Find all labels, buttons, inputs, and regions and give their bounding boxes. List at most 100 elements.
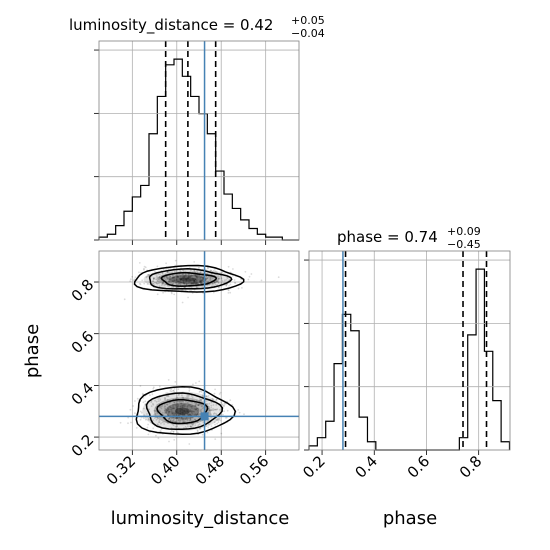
sample-point xyxy=(176,275,178,278)
sample-point xyxy=(162,291,165,294)
sample-point xyxy=(180,408,183,411)
sample-point xyxy=(197,275,200,277)
sample-point xyxy=(179,419,182,422)
sample-point xyxy=(175,286,178,289)
sample-point xyxy=(156,416,159,419)
sample-point xyxy=(227,265,230,268)
sample-point xyxy=(184,403,186,406)
sample-point xyxy=(187,283,190,286)
phase-histogram-panel: 0.2 0.4 0.6 0.8 xyxy=(299,250,511,482)
sample-point xyxy=(186,394,189,396)
sample-point xyxy=(184,410,187,413)
sample-point xyxy=(181,396,184,399)
sample-point xyxy=(182,277,185,279)
sample-point xyxy=(173,412,176,415)
sample-point xyxy=(155,418,158,421)
sample-point xyxy=(158,276,161,278)
sample-point xyxy=(194,405,196,408)
sample-point xyxy=(215,412,217,415)
sample-point xyxy=(199,271,202,274)
sample-point xyxy=(172,276,175,279)
sample-point xyxy=(229,291,232,294)
sample-point xyxy=(148,408,150,411)
sample-point xyxy=(140,411,143,414)
sample-point xyxy=(189,419,192,421)
sample-point xyxy=(221,403,224,406)
sample-point xyxy=(178,281,181,284)
sample-point xyxy=(170,429,173,432)
sample-point xyxy=(163,277,166,280)
sample-point xyxy=(177,405,180,408)
sample-point xyxy=(169,419,172,422)
sample-point xyxy=(171,277,174,279)
sample-point xyxy=(179,281,182,284)
sample-point xyxy=(205,425,208,427)
sample-point xyxy=(183,274,186,277)
sample-point xyxy=(216,422,219,425)
sample-point xyxy=(176,276,179,278)
sample-point xyxy=(193,281,196,284)
sample-point xyxy=(127,422,129,425)
sample-point xyxy=(223,404,226,407)
sample-point xyxy=(156,280,159,283)
grid xyxy=(309,259,510,388)
sample-point xyxy=(189,404,192,406)
sample-point xyxy=(147,433,150,436)
sample-point xyxy=(186,405,189,407)
sample-point xyxy=(182,404,184,407)
sample-point xyxy=(143,267,145,270)
sample-point xyxy=(196,414,199,417)
sample-point xyxy=(155,273,158,276)
sample-point xyxy=(218,277,221,279)
sample-point xyxy=(171,271,174,274)
sample-point xyxy=(172,276,175,279)
sample-point xyxy=(196,277,198,279)
sample-point xyxy=(174,404,177,407)
sample-point xyxy=(195,413,198,416)
density-level xyxy=(169,274,207,284)
sample-point xyxy=(215,279,218,282)
sample-point xyxy=(136,397,139,400)
sample-point xyxy=(167,408,170,411)
sample-point xyxy=(195,276,198,278)
density-level xyxy=(143,268,233,291)
sample-point xyxy=(170,408,172,411)
sample-point xyxy=(215,404,218,406)
sample-point xyxy=(198,391,201,393)
sample-point xyxy=(197,424,200,426)
sample-point xyxy=(180,278,183,281)
sample-point xyxy=(179,283,182,286)
sample-point xyxy=(220,401,223,404)
sample-point xyxy=(135,427,138,429)
sample-point xyxy=(174,412,177,415)
sample-point xyxy=(119,421,122,424)
sample-point xyxy=(166,408,169,411)
sample-point xyxy=(173,401,176,403)
sample-point xyxy=(191,282,194,284)
sample-point xyxy=(173,276,176,279)
sample-point xyxy=(147,274,150,276)
sample-point xyxy=(167,409,169,412)
sample-point xyxy=(198,423,201,425)
x-tick-label: 0.40 xyxy=(147,452,183,488)
sample-point xyxy=(162,282,164,285)
sample-point xyxy=(198,274,201,277)
sample-point xyxy=(184,276,186,279)
sample-point xyxy=(165,403,168,406)
x-tick-label: 0.2 xyxy=(299,452,329,482)
sample-point xyxy=(231,274,234,277)
sample-point xyxy=(158,385,161,388)
sample-point xyxy=(195,281,198,284)
sample-point xyxy=(182,275,185,278)
sample-point xyxy=(176,405,179,407)
sample-point xyxy=(188,281,191,283)
sample-point xyxy=(170,271,172,274)
sample-point xyxy=(181,419,184,422)
sample-point xyxy=(219,419,222,422)
sample-point xyxy=(169,278,171,280)
sample-point xyxy=(169,276,171,279)
sample-point xyxy=(220,277,223,279)
sample-point xyxy=(209,277,212,279)
sample-point xyxy=(176,406,179,409)
luminosity-distance-histogram-panel xyxy=(94,40,300,245)
